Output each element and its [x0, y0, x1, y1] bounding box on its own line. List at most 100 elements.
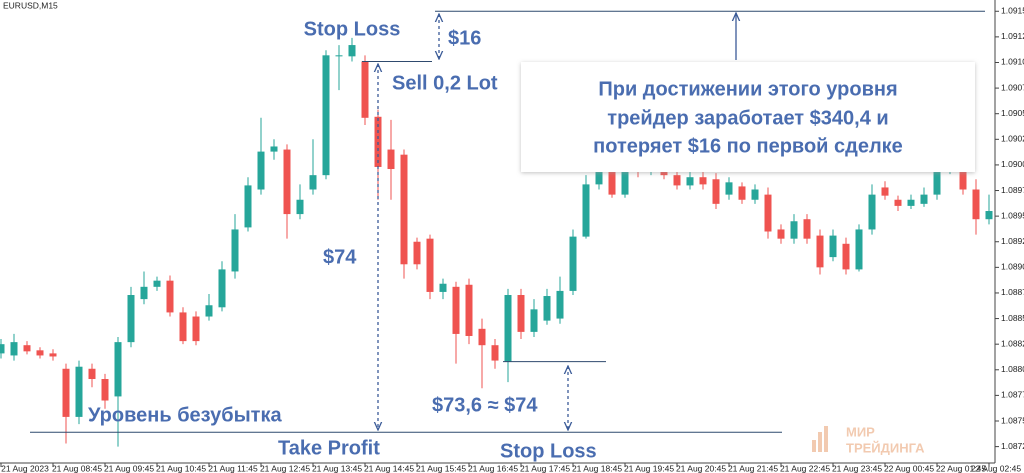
y-tick-label: 1.08750 [1001, 415, 1024, 425]
candle-body [621, 166, 629, 195]
candle-body [673, 175, 681, 186]
x-tick-label: 21 Aug 2023 [1, 463, 49, 473]
label: Stop Loss [304, 18, 401, 40]
x-tick-label: 21 Aug 13:45 [312, 463, 362, 473]
candle-body [114, 342, 122, 397]
candle-body [101, 379, 109, 401]
logo-text: ТРЕЙДИНГА [846, 440, 925, 455]
candle-body [569, 236, 577, 291]
candle-body [933, 164, 941, 195]
y-tick-label: 1.08725 [1001, 441, 1024, 451]
candle-body [556, 290, 564, 319]
note-line: При достижении этого уровня [598, 78, 897, 100]
candle-body [335, 55, 343, 57]
candle-body [816, 235, 824, 268]
x-tick-label: 21 Aug 17:45 [520, 463, 570, 473]
candle-body [361, 61, 369, 118]
candle-body [894, 199, 902, 206]
x-tick-label: 21 Aug 22:45 [780, 463, 830, 473]
note-line: потеряет $16 по первой сделке [593, 135, 903, 157]
symbol: EURUSD,M15 [3, 0, 58, 10]
y-tick-label: 1.09000 [1001, 159, 1024, 169]
candle-body [972, 189, 980, 220]
y-tick-label: 1.08775 [1001, 390, 1024, 400]
x-tick-label: 22 Aug 00:45 [884, 463, 934, 473]
candle-body [686, 177, 694, 186]
candle-body [257, 151, 265, 190]
candle-body [348, 45, 356, 57]
candle-body [543, 296, 551, 321]
candle-body [426, 238, 434, 292]
candle-body [842, 243, 850, 270]
candle-body [699, 177, 707, 185]
logo-text: МИР [846, 424, 875, 439]
candle-body [309, 175, 317, 190]
candle-body [23, 345, 31, 352]
candle-body [270, 146, 278, 152]
candle-body [387, 149, 395, 170]
x-tick-label: 21 Aug 16:45 [468, 463, 518, 473]
candle-body [738, 186, 746, 200]
candle-body [491, 345, 499, 361]
logo-icon [818, 432, 822, 452]
note-box [521, 62, 975, 172]
x-tick-label: 21 Aug 08:45 [52, 463, 102, 473]
x-tick-label: 22 Aug 02:45 [971, 463, 1021, 473]
candle-body [88, 368, 96, 380]
candle-body [231, 229, 239, 272]
candle-body [777, 229, 785, 239]
candle-body [855, 229, 863, 270]
logo-icon [824, 426, 828, 452]
candle-body [153, 280, 161, 287]
candle-body [179, 312, 187, 342]
candle-body [504, 295, 512, 362]
candle-body [205, 305, 213, 317]
candle-body [595, 159, 603, 185]
label: $73,6 ≈ $74 [432, 394, 538, 416]
label: Уровень безубытка [88, 404, 282, 426]
y-tick-label: 1.09100 [1001, 57, 1024, 67]
x-tick-label: 21 Aug 10:45 [156, 463, 206, 473]
x-tick-label: 21 Aug 19:45 [624, 463, 674, 473]
candle-body [283, 149, 291, 215]
candle-body [985, 211, 993, 220]
candle-body [244, 185, 252, 228]
y-tick-label: 1.09075 [1001, 82, 1024, 92]
y-tick-label: 1.08825 [1001, 338, 1024, 348]
x-tick-label: 21 Aug 23:45 [832, 463, 882, 473]
y-tick-label: 1.08900 [1001, 262, 1024, 272]
y-tick-label: 1.09025 [1001, 134, 1024, 144]
y-tick-label: 1.08950 [1001, 210, 1024, 220]
label: Stop Loss [500, 440, 597, 462]
candle-body [10, 342, 18, 356]
x-tick-label: 21 Aug 21:45 [728, 463, 778, 473]
candle-body [465, 284, 473, 336]
label: $16 [448, 27, 481, 49]
annotations: Stop Loss $16 Sell 0,2 Lot $74 $73,6 ≈ $… [30, 10, 985, 462]
candle-body [803, 219, 811, 239]
candle-body [881, 187, 889, 196]
logo: МИР ТРЕЙДИНГА [812, 424, 925, 455]
label: Sell 0,2 Lot [392, 72, 498, 94]
x-tick-label: 21 Aug 12:45 [260, 463, 310, 473]
x-tick-label: 21 Aug 11:45 [208, 463, 258, 473]
candle-body [0, 344, 5, 354]
candle-body [868, 194, 876, 230]
candle-body [725, 182, 733, 195]
x-tick-label: 22 Aug 01:45 [936, 463, 986, 473]
y-tick-label: 1.08850 [1001, 313, 1024, 323]
y-tick-label: 1.09125 [1001, 31, 1024, 41]
candle-body [790, 221, 798, 239]
candle-body [400, 154, 408, 265]
candle-body [166, 280, 174, 313]
candle-body [517, 295, 525, 332]
candle-body [140, 286, 148, 300]
candle-body [296, 199, 304, 215]
y-tick-label: 1.09150 [1001, 6, 1024, 16]
y-tick-label: 1.08875 [1001, 287, 1024, 297]
note-line: трейдер заработает $340,4 и [607, 107, 888, 129]
candle-body [452, 286, 460, 334]
label: Take Profit [278, 437, 380, 459]
candle-body [907, 199, 915, 206]
